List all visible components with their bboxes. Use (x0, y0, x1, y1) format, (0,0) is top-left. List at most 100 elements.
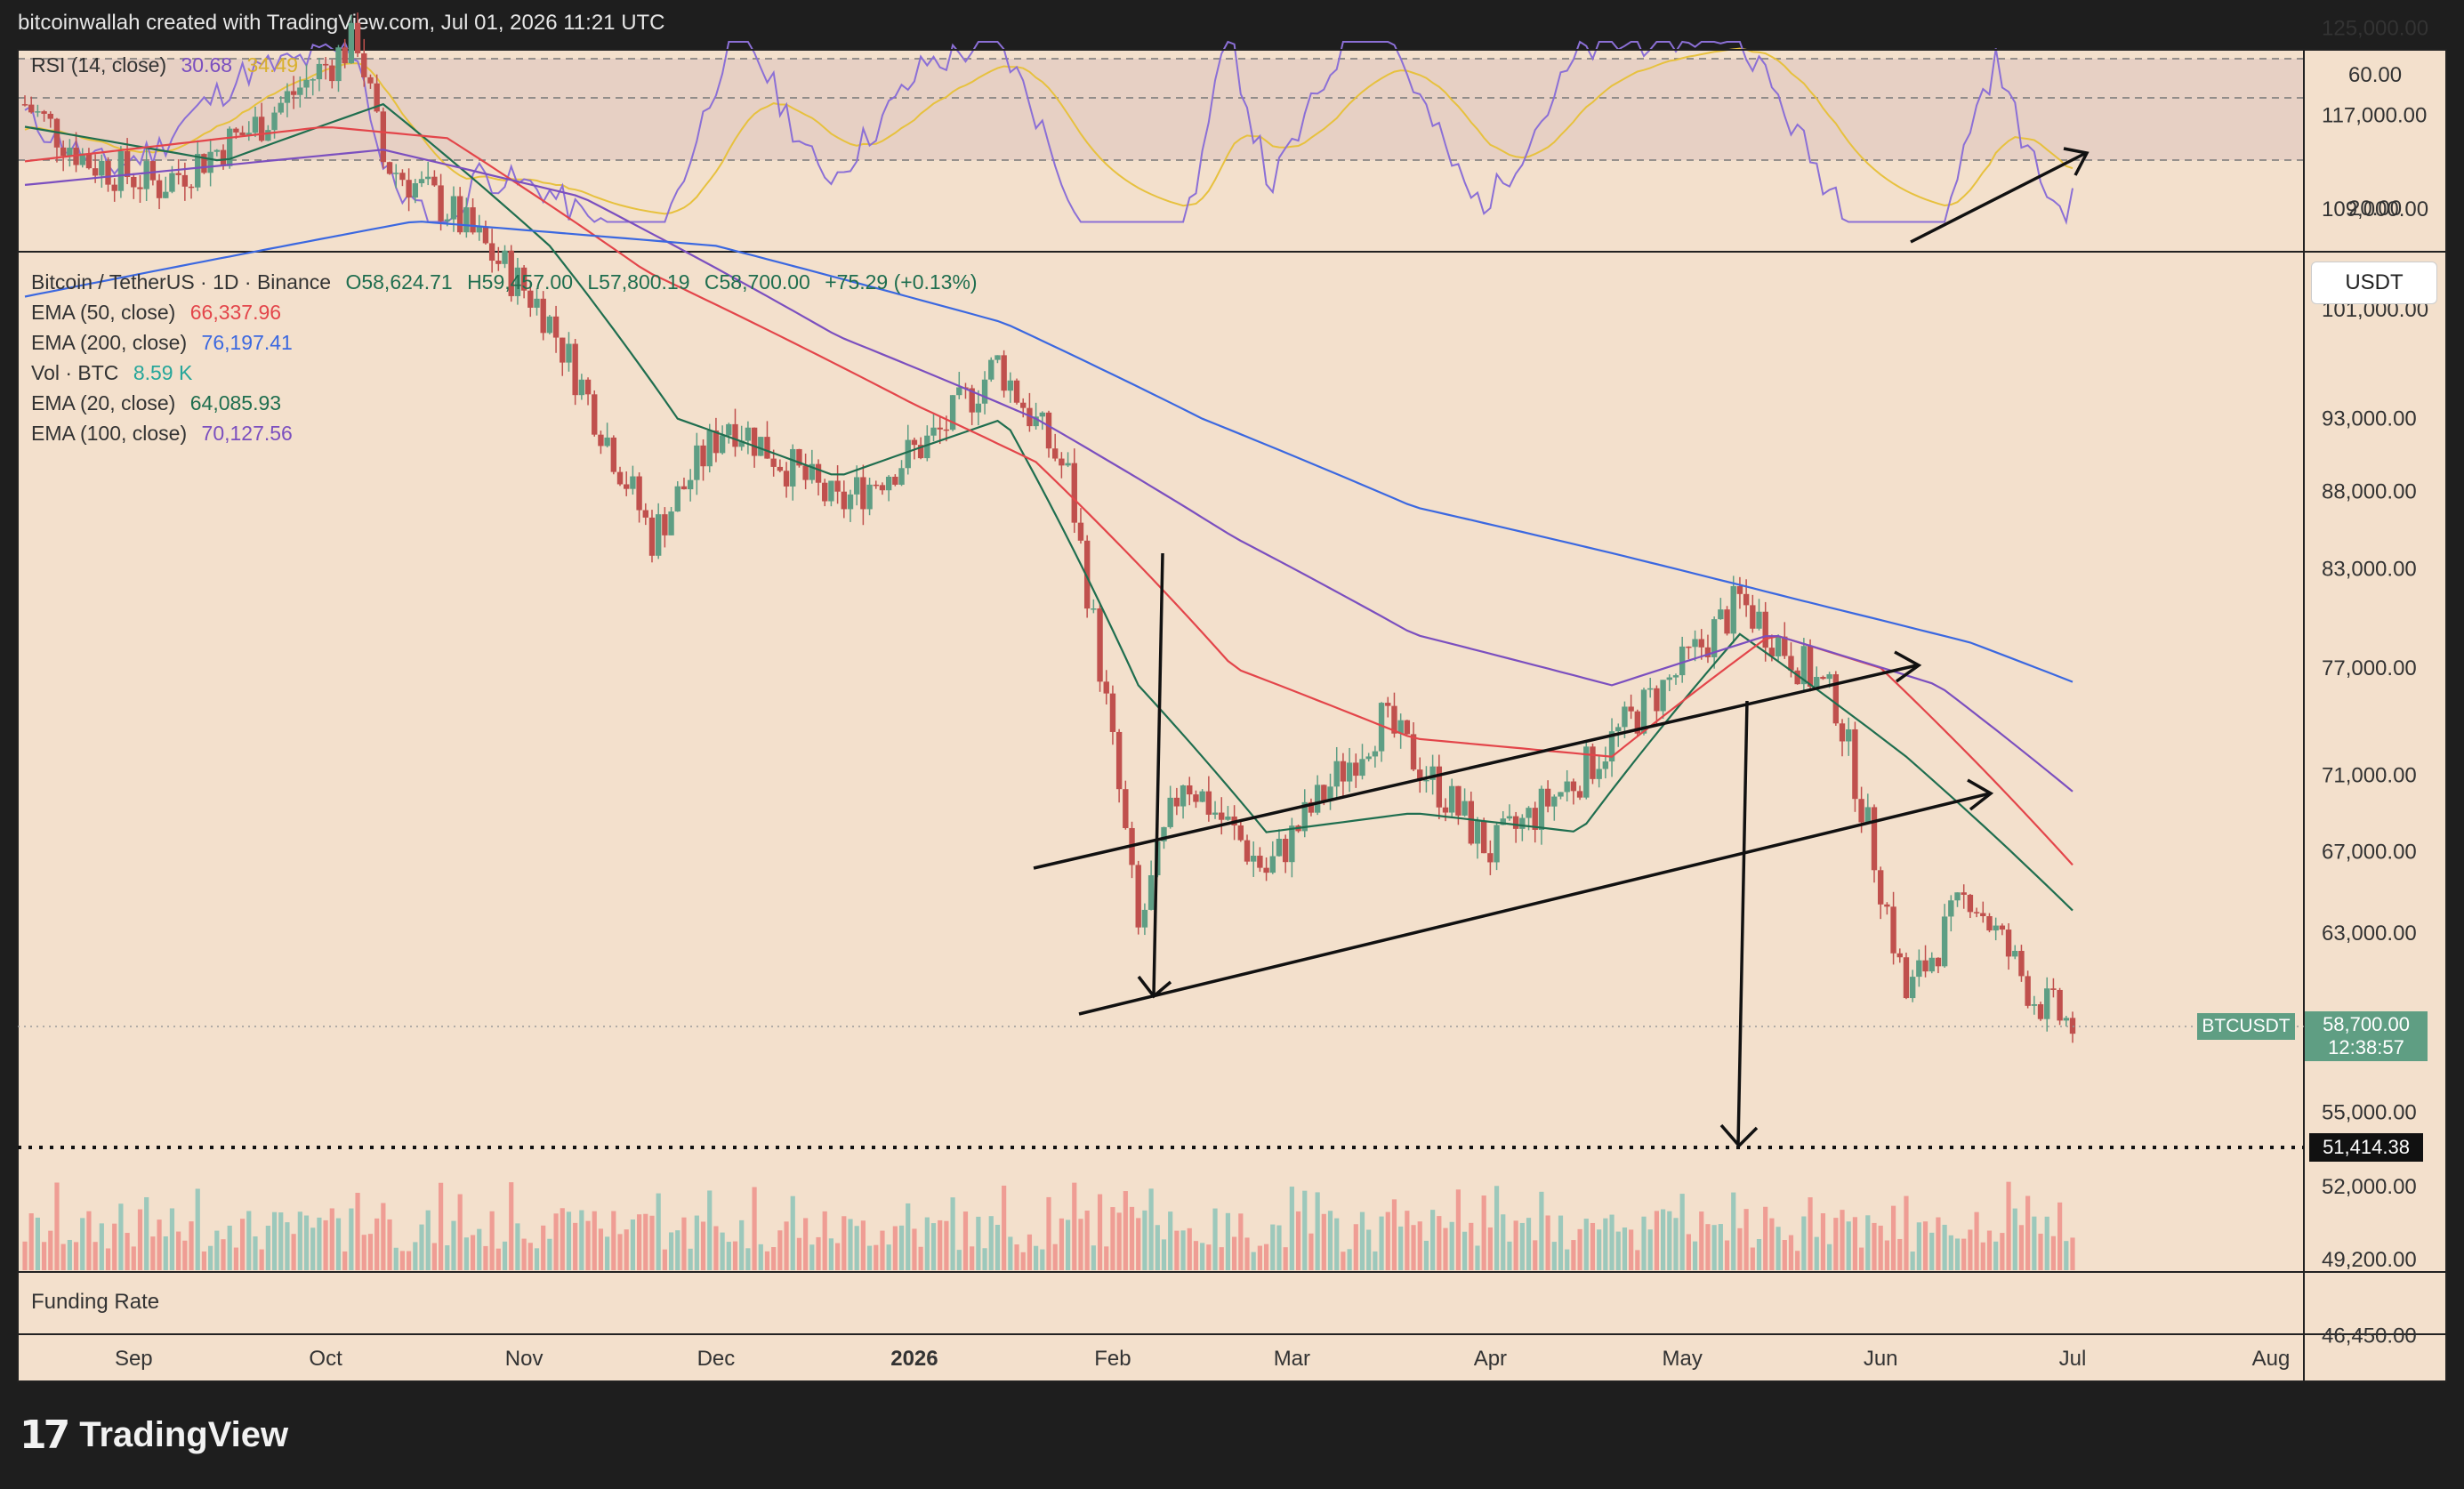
volume-bar (1391, 1199, 1397, 1270)
candle-body (790, 448, 796, 487)
candle-body (1135, 865, 1141, 928)
rsi-ma-value: 34.49 (246, 53, 299, 76)
volume-bar (726, 1242, 731, 1270)
volume-bar (1168, 1211, 1173, 1270)
volume-bar (521, 1238, 527, 1270)
candle-body (1141, 909, 1148, 928)
volume-bar (259, 1249, 264, 1270)
symbol-title[interactable]: Bitcoin / TetherUS · 1D · Binance (31, 270, 332, 294)
candle-body (463, 207, 470, 233)
volume-bar (118, 1203, 124, 1270)
candle-body (2063, 1018, 2070, 1021)
volume-bar (579, 1210, 584, 1270)
volume-bar (1583, 1219, 1589, 1270)
currency-button[interactable]: USDT (2311, 262, 2437, 304)
candle-body (911, 439, 918, 446)
volume-bar (681, 1217, 687, 1270)
volume-bar (1782, 1239, 1787, 1270)
candle-body (1051, 448, 1059, 459)
volume-bar (22, 1241, 28, 1270)
volume-bar (1366, 1229, 1372, 1270)
candle-body (290, 91, 297, 95)
volume-bar (1743, 1209, 1749, 1270)
candle-body (137, 187, 143, 189)
candle-body (898, 468, 905, 485)
volume-bar (1565, 1249, 1570, 1270)
volume-bar (367, 1234, 374, 1270)
ema50-legend[interactable]: EMA (50, close) 66,337.96 (31, 301, 290, 325)
time-tick-label: Oct (309, 1347, 342, 1371)
ema100-legend[interactable]: EMA (100, close) 70,127.56 (31, 422, 302, 446)
volume-bar (534, 1248, 540, 1270)
candle-body (937, 427, 943, 430)
volume-bar (1609, 1214, 1614, 1270)
candle-body (552, 316, 560, 338)
volume-bar (1104, 1246, 1109, 1270)
candle-body (233, 128, 239, 133)
price-tick-label: 46,450.00 (2322, 1324, 2417, 1348)
candle-body (495, 261, 502, 264)
candle-body (1391, 705, 1397, 734)
candle-body (1455, 785, 1461, 816)
volume-bar (1699, 1211, 1704, 1270)
volume-bar (898, 1225, 905, 1270)
volume-bar (1840, 1210, 1845, 1270)
volume-bar (1481, 1195, 1486, 1270)
candle-body (1199, 791, 1205, 802)
volume-bar (944, 1220, 949, 1270)
candle-body (1059, 458, 1065, 466)
volume-bar (1129, 1206, 1135, 1270)
candle-body (1768, 648, 1776, 656)
candle-body (1083, 540, 1091, 609)
candle-body (111, 184, 117, 191)
candle-body (2057, 989, 2063, 1021)
candles (21, 12, 2076, 1043)
candle-body (1750, 605, 1756, 629)
candle-body (905, 439, 911, 469)
ema20-legend[interactable]: EMA (20, close) 64,085.93 (31, 391, 290, 415)
target-level-tag: 51,414.38 (2309, 1133, 2423, 1162)
volume-bar (355, 1193, 360, 1270)
volume-bar (1718, 1224, 1723, 1270)
volume-bar (1295, 1211, 1301, 1270)
volume-bar (1705, 1224, 1711, 1270)
candle-body (1788, 656, 1794, 671)
candle-body (1045, 412, 1052, 449)
volume-bar (1078, 1219, 1083, 1270)
candle-body (169, 173, 175, 192)
volume-bar (1539, 1191, 1544, 1270)
volume-bar (201, 1251, 207, 1270)
volume-bar (1558, 1215, 1564, 1270)
candle-body (706, 430, 713, 467)
candle-body (502, 250, 508, 264)
ema200-legend[interactable]: EMA (200, close) 76,197.41 (31, 331, 302, 355)
volume-bar (1833, 1218, 1839, 1270)
candle-body (1173, 797, 1180, 807)
candle-body (1327, 786, 1333, 801)
candle-body (1903, 957, 1910, 999)
tradingview-logo[interactable]: 17 TradingView (20, 1413, 288, 1458)
volume-bar (553, 1213, 559, 1270)
volume-bar (2050, 1235, 2057, 1270)
candle-body (1730, 585, 1736, 634)
candle-body (1909, 977, 1916, 999)
volume-bar (649, 1215, 655, 1270)
candle-body (1365, 756, 1372, 760)
candle-body (393, 173, 399, 174)
rsi-value: 30.68 (181, 53, 233, 76)
candle-body (1846, 728, 1852, 742)
candle-body (841, 491, 847, 510)
volume-bar (1756, 1238, 1762, 1270)
time-tick-label: Dec (697, 1347, 736, 1371)
vol-legend[interactable]: Vol · BTC 8.59 K (31, 361, 201, 385)
rsi-tick-label: 20.00 (2348, 197, 2402, 221)
candle-body (546, 316, 553, 334)
bar-countdown: 12:38:57 (2328, 1036, 2404, 1058)
ema200-line (24, 221, 2073, 683)
volume-bar (60, 1244, 66, 1270)
candle-body (994, 355, 1001, 360)
candle-body (252, 117, 259, 133)
volume-bar (399, 1251, 406, 1270)
candle-body (1826, 674, 1832, 680)
